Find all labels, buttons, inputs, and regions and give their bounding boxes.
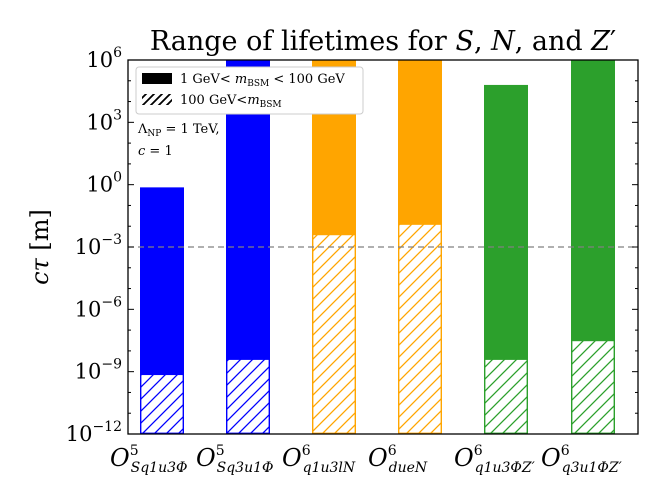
- y-tick-label: 10−6: [75, 294, 122, 321]
- bars: [139, 60, 616, 434]
- category-label-2: O5 Sq3u1Φ: [196, 443, 273, 476]
- legend-swatch-solid: [142, 73, 172, 84]
- category-label-4: O6 dueN: [368, 443, 428, 476]
- legend-box: [135, 66, 364, 115]
- bar-solid-4: [398, 60, 442, 225]
- bar-hatch-1: [139, 373, 184, 434]
- x-axis-categories: O5 Sq1u3Φ O5 Sq3u1Φ O6 q1u3lN O6 dueN O6 q1u3ΦZ′ O…: [110, 443, 623, 476]
- y-tick-label: 10−9: [75, 357, 122, 384]
- bar-hatch-2: [225, 358, 270, 434]
- y-axis-ticks: 106 103 100 10−3 10−6 10−9 10−12: [66, 45, 638, 446]
- y-axis-label: cτ [m]: [26, 209, 54, 285]
- y-tick-label: 10−12: [66, 419, 122, 446]
- legend: 1 GeV< mBSM < 100 GeV 100 GeV<mBSM: [135, 66, 364, 115]
- y-tick-label: 103: [86, 107, 122, 134]
- category-label-6: O6 q3u1ΦZ′: [541, 443, 623, 476]
- y-tick-label: 106: [86, 45, 122, 72]
- bar-hatch-6: [571, 339, 616, 434]
- legend-label-solid: 1 GeV< mBSM < 100 GeV: [180, 72, 345, 89]
- bar-solid-1: [140, 187, 184, 375]
- annotation-c: c = 1: [138, 144, 173, 159]
- legend-swatch-hatch: [142, 94, 172, 105]
- chart-title: Range of lifetimes for S, N, and Z′: [150, 26, 616, 57]
- bar-hatch-5: [484, 358, 529, 434]
- bar-hatch-4: [398, 223, 443, 434]
- category-label-5: O6 q1u3ΦZ′: [454, 443, 536, 476]
- y-tick-label: 100: [86, 170, 122, 197]
- bar-solid-5: [484, 84, 528, 360]
- bar-hatch-3: [312, 233, 357, 434]
- category-label-3: O6 q1u3lN: [282, 443, 356, 476]
- legend-label-hatch: 100 GeV<mBSM: [180, 93, 282, 110]
- bar-solid-6: [571, 60, 615, 341]
- annotation-lambda: ΛNP = 1 TeV,: [137, 122, 220, 139]
- category-label-1: O5 Sq1u3Φ: [110, 443, 187, 476]
- y-tick-label: 10−3: [75, 232, 122, 259]
